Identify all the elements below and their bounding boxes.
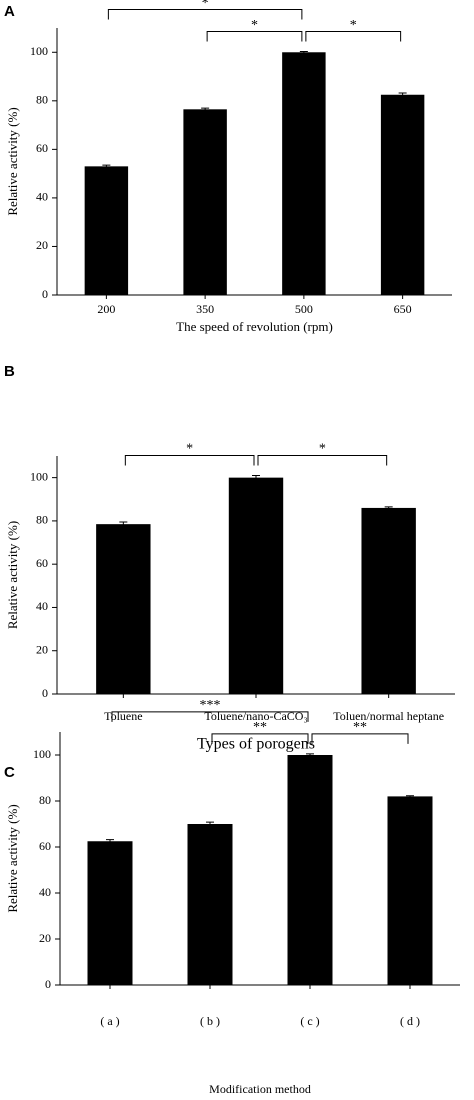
x-axis-label: Types of porogens (197, 736, 315, 753)
y-axis-label: Relative activity (%) (5, 107, 20, 215)
bar (228, 477, 284, 694)
y-tick-label: 60 (36, 556, 48, 570)
y-tick-label: 80 (36, 513, 48, 527)
y-tick-label: 0 (42, 686, 48, 700)
error-bar (119, 521, 128, 527)
significance-bracket (305, 31, 402, 42)
error-bar (206, 821, 214, 826)
y-tick-label: 60 (36, 141, 48, 155)
significance-bracket (107, 9, 303, 20)
y-tick-label: 100 (30, 44, 48, 58)
y-tick-label: 0 (45, 977, 51, 991)
error-bar (106, 839, 114, 843)
error-bar (398, 92, 407, 97)
x-axis-label: Modification method (209, 1082, 311, 1096)
significance-bracket (311, 733, 409, 744)
x-tick-label: ( c ) (300, 1014, 319, 1028)
bar (380, 94, 425, 295)
bar (183, 109, 227, 296)
x-tick-label: ( a ) (100, 1014, 119, 1028)
x-tick-label: 200 (97, 302, 115, 316)
significance-bracket (124, 454, 255, 466)
y-tick-label: 40 (39, 885, 51, 899)
panel-label: A (4, 3, 15, 20)
significance-label: * (202, 0, 209, 11)
significance-label: * (350, 18, 357, 33)
significance-label: * (319, 442, 326, 457)
x-tick-label: ( b ) (200, 1014, 220, 1028)
error-bar (384, 506, 393, 510)
y-tick-label: 80 (39, 793, 51, 807)
x-tick-label: 500 (295, 302, 313, 316)
significance-label: ** (353, 720, 367, 735)
significance-bracket (211, 733, 309, 744)
y-axis-label: Relative activity (%) (5, 804, 20, 912)
bar (87, 841, 133, 985)
significance-label: ** (253, 720, 267, 735)
y-tick-label: 20 (39, 931, 51, 945)
y-tick-label: 0 (42, 287, 48, 301)
y-tick-label: 20 (36, 238, 48, 252)
y-tick-label: 100 (30, 469, 48, 483)
y-tick-label: 20 (36, 642, 48, 656)
y-tick-label: 40 (36, 190, 48, 204)
error-bar (102, 164, 111, 168)
error-bar (306, 753, 314, 757)
y-axis-label: Relative activity (%) (5, 521, 20, 629)
bar (387, 796, 433, 985)
y-tick-label: 60 (39, 839, 51, 853)
bar (96, 524, 151, 694)
bar (282, 52, 326, 295)
error-bar (252, 474, 260, 480)
error-bar (406, 795, 414, 798)
panel-label: C (4, 764, 15, 781)
bar (287, 755, 333, 985)
bar (361, 507, 416, 694)
x-tick-label: Toluene (104, 709, 142, 723)
error-bar (201, 107, 210, 111)
significance-label: * (251, 18, 258, 33)
significance-label: *** (200, 698, 221, 713)
significance-label: * (186, 442, 193, 457)
error-bar (299, 51, 308, 54)
y-tick-label: 40 (36, 599, 48, 613)
significance-bracket (257, 454, 388, 466)
x-tick-label: 650 (394, 302, 412, 316)
significance-bracket (206, 31, 303, 42)
panel-label: B (4, 363, 15, 380)
bar (187, 824, 233, 985)
x-axis-label: The speed of revolution (rpm) (176, 319, 333, 334)
y-tick-label: 100 (33, 747, 51, 761)
y-tick-label: 80 (36, 93, 48, 107)
bar (84, 166, 129, 295)
significance-bracket (111, 711, 309, 722)
x-tick-label: Toluen/normal heptane (333, 709, 444, 723)
x-tick-label: ( d ) (400, 1014, 420, 1028)
x-tick-label: 350 (196, 302, 214, 316)
